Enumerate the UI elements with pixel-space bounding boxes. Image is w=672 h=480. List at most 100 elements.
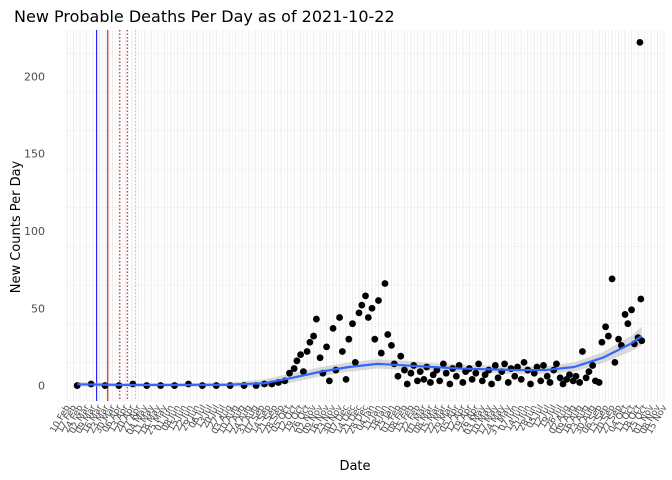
- data-point: [553, 360, 560, 368]
- data-point: [329, 324, 337, 332]
- data-point: [368, 304, 376, 312]
- data-point: [572, 372, 580, 380]
- data-point: [446, 380, 454, 388]
- data-point: [426, 379, 434, 386]
- data-point: [491, 362, 499, 369]
- data-point: [611, 358, 619, 366]
- data-point: [472, 369, 480, 377]
- smooth-line: [77, 335, 643, 387]
- data-point: [358, 301, 366, 309]
- data-point: [439, 360, 447, 368]
- data-point: [414, 377, 421, 385]
- y-tick-label: 150: [24, 148, 45, 161]
- data-point: [582, 374, 590, 382]
- data-point: [316, 354, 324, 362]
- data-point: [478, 377, 486, 385]
- data-point: [576, 379, 584, 386]
- data-point: [615, 335, 622, 343]
- y-tick-label: 0: [38, 380, 45, 393]
- data-point: [364, 314, 372, 321]
- data-point: [527, 380, 534, 388]
- data-point: [621, 311, 629, 318]
- data-point: [394, 372, 402, 380]
- data-point: [338, 348, 346, 355]
- data-point: [604, 332, 612, 340]
- data-point: [73, 382, 81, 389]
- data-point: [514, 363, 521, 371]
- data-point: [540, 362, 547, 369]
- data-point: [537, 377, 545, 385]
- data-point: [589, 362, 597, 369]
- data-point: [598, 338, 606, 346]
- y-tick-label: 200: [24, 70, 45, 83]
- y-tick-label: 50: [31, 302, 45, 315]
- data-point: [488, 380, 495, 388]
- data-point: [468, 375, 476, 383]
- data-point: [579, 348, 586, 355]
- data-point: [286, 369, 293, 377]
- y-axis-ticks: 0 50 100 150 200: [24, 70, 45, 392]
- data-point: [530, 369, 538, 377]
- data-point: [342, 375, 350, 383]
- data-point: [608, 275, 616, 283]
- data-point: [351, 358, 359, 366]
- data-point: [638, 337, 646, 345]
- data-point: [336, 314, 343, 321]
- data-point: [636, 38, 644, 46]
- data-point: [543, 372, 551, 380]
- data-point: [637, 295, 645, 303]
- data-point: [312, 315, 320, 323]
- data-point: [303, 348, 311, 355]
- data-point: [452, 372, 460, 380]
- data-point: [388, 341, 395, 349]
- data-point: [362, 292, 369, 300]
- chart-title: New Probable Deaths Per Day as of 2021-1…: [14, 7, 395, 26]
- data-point: [293, 357, 301, 365]
- vertical-lines: [96, 30, 137, 401]
- data-point: [403, 380, 411, 388]
- data-point: [520, 358, 528, 366]
- data-point: [511, 372, 519, 380]
- data-point: [566, 371, 573, 379]
- data-point: [355, 309, 363, 317]
- data-point: [459, 379, 467, 386]
- y-tick-label: 100: [24, 225, 45, 238]
- data-point: [299, 368, 307, 376]
- data-point: [420, 375, 428, 383]
- data-point: [401, 366, 408, 374]
- data-point: [381, 280, 389, 287]
- data-point: [455, 362, 463, 369]
- data-point: [595, 379, 603, 386]
- data-point: [602, 323, 609, 331]
- data-point: [533, 363, 541, 371]
- data-point: [397, 352, 405, 360]
- data-point: [345, 335, 353, 343]
- data-point: [494, 374, 502, 382]
- x-axis-title: Date: [339, 459, 370, 474]
- data-point: [546, 379, 554, 386]
- data-point: [475, 360, 482, 368]
- data-point: [628, 306, 635, 314]
- data-point: [559, 380, 567, 388]
- data-point: [416, 368, 424, 376]
- data-point: [504, 379, 512, 386]
- data-point: [306, 338, 314, 346]
- y-axis-title: New Counts Per Day: [9, 160, 24, 293]
- data-point: [585, 368, 593, 376]
- data-point: [290, 365, 298, 372]
- data-point: [375, 297, 382, 304]
- data-point: [325, 377, 333, 385]
- data-point: [297, 351, 305, 359]
- data-point: [323, 343, 330, 351]
- data-point: [556, 374, 564, 382]
- data-point: [377, 349, 385, 357]
- data-point: [624, 320, 632, 328]
- data-point: [481, 371, 489, 379]
- data-point: [429, 371, 437, 379]
- data-point: [517, 375, 525, 383]
- data-point: [501, 360, 508, 368]
- data-point: [436, 377, 444, 385]
- data-point: [407, 369, 415, 377]
- data-point: [371, 335, 379, 343]
